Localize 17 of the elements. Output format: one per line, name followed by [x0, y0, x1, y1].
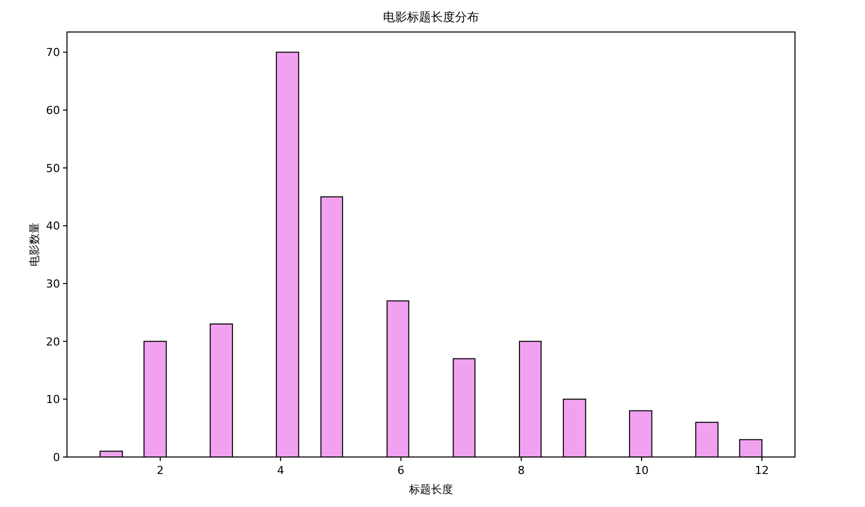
- x-tick-label: 8: [518, 464, 525, 477]
- y-tick-label: 20: [46, 335, 60, 348]
- x-tick-label: 6: [397, 464, 404, 477]
- y-tick-label: 30: [46, 278, 60, 291]
- chart-title: 电影标题长度分布: [383, 10, 479, 24]
- y-tick-label: 10: [46, 393, 60, 406]
- x-tick-label: 4: [277, 464, 284, 477]
- y-axis-title: 电影数量: [28, 222, 41, 266]
- x-tick-label: 2: [156, 464, 164, 477]
- x-tick-label: 10: [634, 464, 649, 477]
- x-axis-title: 标题长度: [408, 483, 453, 496]
- y-tick-label: 70: [46, 46, 60, 60]
- y-tick-label: 60: [46, 104, 60, 118]
- y-tick-label: 50: [46, 162, 60, 175]
- x-tick-label: 12: [754, 464, 769, 477]
- y-tick-label: 40: [46, 220, 60, 233]
- y-tick-label: 0: [53, 451, 60, 464]
